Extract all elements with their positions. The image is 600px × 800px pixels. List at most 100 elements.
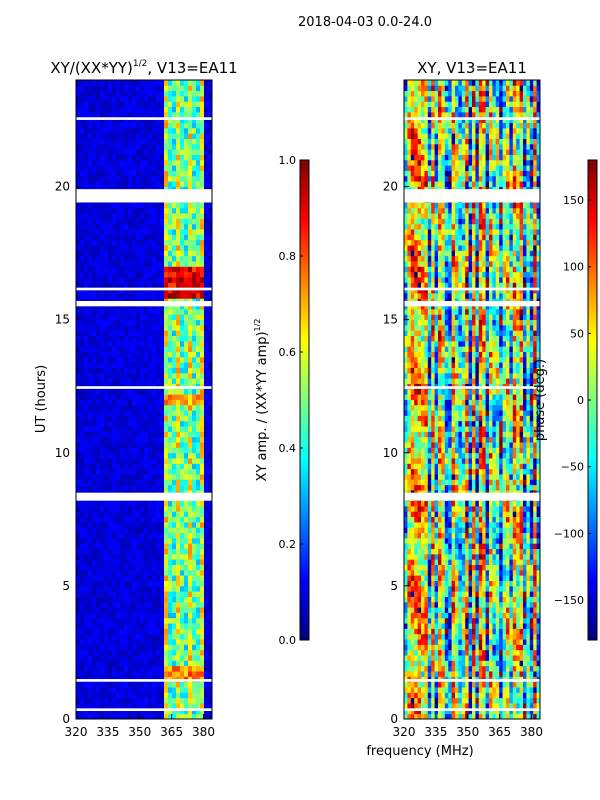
amp-heatmap-cell [160,207,165,214]
amp-heatmap-cell [112,287,117,294]
phase-heatmap-cell [424,644,429,651]
phase-heatmap-cell [410,633,415,640]
amp-heatmap-cell [92,687,97,693]
amp-heatmap-cell [172,239,177,246]
phase-heatmap-cell [431,687,435,693]
amp-heatmap-cell [96,580,101,587]
amp-heatmap-cell [144,575,149,581]
amp-heatmap-cell [140,239,145,246]
amp-heatmap-cell [88,564,93,571]
amp-heatmap-cell [196,346,201,352]
amp-heatmap-cell [176,261,181,267]
amp-heatmap-cell [144,553,149,560]
amp-heatmap-cell [96,340,101,347]
phase-heatmap-cell [451,655,456,661]
amp-heatmap-cell [172,127,177,134]
amp-heatmap-cell [132,95,137,102]
amp-heatmap-cell [164,585,169,592]
amp-heatmap-cell [156,458,161,464]
amp-heatmap-cell [112,521,117,528]
amp-heatmap-cell [184,633,189,640]
amp-heatmap-cell [152,117,157,123]
amp-heatmap-cell [84,633,89,640]
amp-heatmap-cell [152,239,157,246]
amp-heatmap-cell [128,591,133,597]
amp-heatmap-cell [132,122,137,129]
amp-heatmap-cell [184,90,189,97]
phase-heatmap-cell [506,633,510,640]
amp-heatmap-cell [164,687,169,693]
amp-heatmap-cell [100,708,105,715]
phase-heatmap-cell [468,697,473,704]
amp-heatmap-cell [108,85,113,92]
amp-heatmap-cell [172,245,177,251]
amp-heatmap-cell [104,442,109,448]
amp-heatmap-cell [128,521,133,528]
amp-heatmap-cell [112,356,117,363]
amp-heatmap-cell [96,553,101,560]
amp-heatmap-cell [156,644,161,651]
amp-heatmap-cell [168,85,173,92]
amp-heatmap-cell [184,308,189,315]
amp-heatmap-cell [116,468,121,475]
amp-heatmap-cell [168,202,173,209]
amp-heatmap-cell [92,580,97,587]
amp-heatmap-cell [164,665,169,672]
amp-heatmap-cell [144,420,149,427]
amp-heatmap-cell [208,436,213,443]
amp-heatmap-cell [168,591,173,597]
amp-heatmap-cell [204,319,209,326]
phase-heatmap-cell [533,692,537,699]
amp-heatmap-cell [196,372,201,379]
phase-heatmap-cell [529,681,534,688]
amp-heatmap-cell [144,340,149,347]
phase-heatmap-cell [441,681,446,688]
phase-heatmap-cell [404,703,408,709]
phase-heatmap-cell [482,713,486,720]
amp-heatmap-cell [160,234,165,241]
phase-heatmap-cell [482,703,486,709]
amp-heatmap-cell [108,149,113,155]
amp-heatmap-cell [96,271,101,278]
amp-heatmap-cell [184,660,189,667]
phase-heatmap-cell [431,697,435,704]
amp-heatmap-cell [164,601,169,608]
amp-heatmap-cell [136,346,141,352]
amp-heatmap-cell [164,527,169,534]
amp-heatmap-cell [148,282,153,289]
amp-heatmap-cell [196,431,201,438]
amp-heatmap-cell [208,149,213,155]
amp-heatmap-cell [152,681,157,688]
amp-heatmap-cell [120,277,125,283]
amp-heatmap-cell [144,458,149,464]
amp-heatmap-cell [180,612,185,619]
phase-heatmap-cell [502,655,507,661]
amp-heatmap-cell [108,170,113,177]
phase-heatmap-cell [448,660,452,667]
amp-heatmap-cell [128,335,133,342]
amp-heatmap-cell [192,111,197,118]
phase-heatmap-cell [499,681,503,688]
amp-heatmap-cell [108,308,113,315]
amp-heatmap-cell [176,293,181,299]
amp-heatmap-cell [148,234,153,241]
amp-heatmap-cell [184,111,189,118]
amp-heatmap-cell [140,335,145,342]
phase-heatmap-cell [485,655,490,661]
amp-heatmap-cell [184,181,189,187]
phase-heatmap-cell [523,660,527,667]
amp-heatmap-cell [192,175,197,182]
amp-heatmap-cell [140,80,145,86]
amp-heatmap-cell [160,165,165,171]
amp-heatmap-cell [200,218,205,225]
amp-heatmap-cell [112,239,117,246]
amp-heatmap-cell [136,388,141,395]
amp-heatmap-cell [168,117,173,123]
amp-heatmap-cell [188,681,193,688]
phase-heatmap-cell [499,692,503,699]
amp-heatmap-cell [164,122,169,129]
amp-heatmap-cell [112,229,117,235]
amp-heatmap-cell [164,681,169,688]
amp-heatmap-cell [100,516,105,523]
amp-heatmap-cell [100,165,105,171]
